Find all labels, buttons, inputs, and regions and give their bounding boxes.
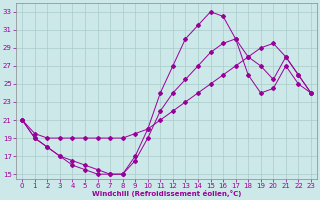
X-axis label: Windchill (Refroidissement éolien,°C): Windchill (Refroidissement éolien,°C): [92, 190, 241, 197]
